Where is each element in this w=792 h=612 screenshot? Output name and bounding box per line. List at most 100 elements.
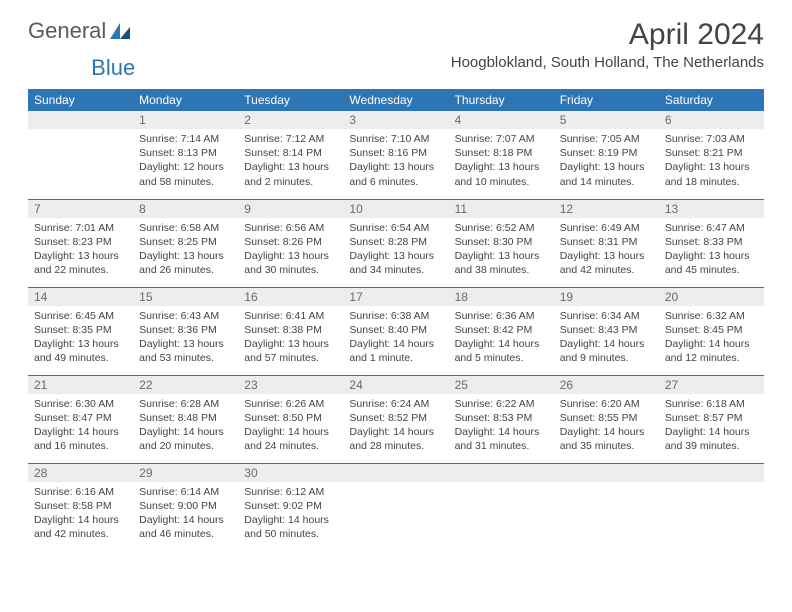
daylight-text: Daylight: 14 hours and 16 minutes. bbox=[34, 425, 127, 453]
day-number: 9 bbox=[238, 200, 343, 218]
day-header: Tuesday bbox=[238, 89, 343, 111]
day-number bbox=[343, 464, 448, 482]
daylight-text: Daylight: 13 hours and 53 minutes. bbox=[139, 337, 232, 365]
day-content: Sunrise: 6:26 AMSunset: 8:50 PMDaylight:… bbox=[238, 394, 343, 460]
daylight-text: Daylight: 14 hours and 39 minutes. bbox=[665, 425, 758, 453]
day-content: Sunrise: 7:07 AMSunset: 8:18 PMDaylight:… bbox=[449, 129, 554, 195]
day-content: Sunrise: 7:03 AMSunset: 8:21 PMDaylight:… bbox=[659, 129, 764, 195]
sunrise-text: Sunrise: 6:58 AM bbox=[139, 221, 232, 235]
day-number: 26 bbox=[554, 376, 659, 394]
sunrise-text: Sunrise: 7:14 AM bbox=[139, 132, 232, 146]
day-number: 16 bbox=[238, 288, 343, 306]
calendar-row: 1Sunrise: 7:14 AMSunset: 8:13 PMDaylight… bbox=[28, 111, 764, 199]
day-content: Sunrise: 7:12 AMSunset: 8:14 PMDaylight:… bbox=[238, 129, 343, 195]
sunset-text: Sunset: 8:36 PM bbox=[139, 323, 232, 337]
sunrise-text: Sunrise: 6:30 AM bbox=[34, 397, 127, 411]
day-content: Sunrise: 6:47 AMSunset: 8:33 PMDaylight:… bbox=[659, 218, 764, 284]
daylight-text: Daylight: 13 hours and 57 minutes. bbox=[244, 337, 337, 365]
sunset-text: Sunset: 8:55 PM bbox=[560, 411, 653, 425]
logo-text2: Blue bbox=[91, 55, 135, 81]
day-header: Wednesday bbox=[343, 89, 448, 111]
day-number bbox=[28, 111, 133, 129]
day-number: 19 bbox=[554, 288, 659, 306]
sunrise-text: Sunrise: 6:16 AM bbox=[34, 485, 127, 499]
calendar-cell bbox=[28, 111, 133, 199]
calendar-cell: 24Sunrise: 6:24 AMSunset: 8:52 PMDayligh… bbox=[343, 375, 448, 463]
sunset-text: Sunset: 8:30 PM bbox=[455, 235, 548, 249]
calendar-cell: 28Sunrise: 6:16 AMSunset: 8:58 PMDayligh… bbox=[28, 463, 133, 551]
sunset-text: Sunset: 8:23 PM bbox=[34, 235, 127, 249]
sunset-text: Sunset: 8:58 PM bbox=[34, 499, 127, 513]
day-content: Sunrise: 6:43 AMSunset: 8:36 PMDaylight:… bbox=[133, 306, 238, 372]
day-content: Sunrise: 7:14 AMSunset: 8:13 PMDaylight:… bbox=[133, 129, 238, 195]
day-content: Sunrise: 6:14 AMSunset: 9:00 PMDaylight:… bbox=[133, 482, 238, 548]
day-number: 22 bbox=[133, 376, 238, 394]
sunrise-text: Sunrise: 6:32 AM bbox=[665, 309, 758, 323]
sunset-text: Sunset: 8:16 PM bbox=[349, 146, 442, 160]
day-number: 25 bbox=[449, 376, 554, 394]
calendar-cell: 18Sunrise: 6:36 AMSunset: 8:42 PMDayligh… bbox=[449, 287, 554, 375]
calendar-cell bbox=[343, 463, 448, 551]
daylight-text: Daylight: 13 hours and 42 minutes. bbox=[560, 249, 653, 277]
sunset-text: Sunset: 8:28 PM bbox=[349, 235, 442, 249]
calendar-cell: 13Sunrise: 6:47 AMSunset: 8:33 PMDayligh… bbox=[659, 199, 764, 287]
daylight-text: Daylight: 13 hours and 30 minutes. bbox=[244, 249, 337, 277]
day-number bbox=[554, 464, 659, 482]
sunset-text: Sunset: 8:35 PM bbox=[34, 323, 127, 337]
day-content: Sunrise: 6:12 AMSunset: 9:02 PMDaylight:… bbox=[238, 482, 343, 548]
sunset-text: Sunset: 8:18 PM bbox=[455, 146, 548, 160]
day-content: Sunrise: 6:45 AMSunset: 8:35 PMDaylight:… bbox=[28, 306, 133, 372]
sunset-text: Sunset: 8:26 PM bbox=[244, 235, 337, 249]
sunset-text: Sunset: 8:45 PM bbox=[665, 323, 758, 337]
day-number: 27 bbox=[659, 376, 764, 394]
calendar-cell: 6Sunrise: 7:03 AMSunset: 8:21 PMDaylight… bbox=[659, 111, 764, 199]
daylight-text: Daylight: 14 hours and 31 minutes. bbox=[455, 425, 548, 453]
daylight-text: Daylight: 13 hours and 2 minutes. bbox=[244, 160, 337, 188]
calendar-table: SundayMondayTuesdayWednesdayThursdayFrid… bbox=[28, 89, 764, 551]
sunrise-text: Sunrise: 6:34 AM bbox=[560, 309, 653, 323]
sunrise-text: Sunrise: 6:54 AM bbox=[349, 221, 442, 235]
day-number: 3 bbox=[343, 111, 448, 129]
day-content: Sunrise: 6:54 AMSunset: 8:28 PMDaylight:… bbox=[343, 218, 448, 284]
sunset-text: Sunset: 8:47 PM bbox=[34, 411, 127, 425]
day-number: 14 bbox=[28, 288, 133, 306]
daylight-text: Daylight: 13 hours and 26 minutes. bbox=[139, 249, 232, 277]
sunset-text: Sunset: 8:48 PM bbox=[139, 411, 232, 425]
calendar-cell: 20Sunrise: 6:32 AMSunset: 8:45 PMDayligh… bbox=[659, 287, 764, 375]
calendar-cell bbox=[659, 463, 764, 551]
calendar-cell: 7Sunrise: 7:01 AMSunset: 8:23 PMDaylight… bbox=[28, 199, 133, 287]
calendar-cell: 23Sunrise: 6:26 AMSunset: 8:50 PMDayligh… bbox=[238, 375, 343, 463]
sunset-text: Sunset: 8:31 PM bbox=[560, 235, 653, 249]
daylight-text: Daylight: 14 hours and 50 minutes. bbox=[244, 513, 337, 541]
calendar-row: 14Sunrise: 6:45 AMSunset: 8:35 PMDayligh… bbox=[28, 287, 764, 375]
day-content: Sunrise: 6:16 AMSunset: 8:58 PMDaylight:… bbox=[28, 482, 133, 548]
sunset-text: Sunset: 9:00 PM bbox=[139, 499, 232, 513]
day-number: 18 bbox=[449, 288, 554, 306]
calendar-cell: 3Sunrise: 7:10 AMSunset: 8:16 PMDaylight… bbox=[343, 111, 448, 199]
day-number: 29 bbox=[133, 464, 238, 482]
day-number: 1 bbox=[133, 111, 238, 129]
daylight-text: Daylight: 13 hours and 14 minutes. bbox=[560, 160, 653, 188]
calendar-head: SundayMondayTuesdayWednesdayThursdayFrid… bbox=[28, 89, 764, 111]
day-number: 2 bbox=[238, 111, 343, 129]
day-header: Monday bbox=[133, 89, 238, 111]
day-number: 10 bbox=[343, 200, 448, 218]
calendar-cell: 30Sunrise: 6:12 AMSunset: 9:02 PMDayligh… bbox=[238, 463, 343, 551]
day-number: 23 bbox=[238, 376, 343, 394]
sunset-text: Sunset: 8:38 PM bbox=[244, 323, 337, 337]
calendar-cell: 25Sunrise: 6:22 AMSunset: 8:53 PMDayligh… bbox=[449, 375, 554, 463]
sunrise-text: Sunrise: 7:12 AM bbox=[244, 132, 337, 146]
daylight-text: Daylight: 13 hours and 22 minutes. bbox=[34, 249, 127, 277]
calendar-cell: 11Sunrise: 6:52 AMSunset: 8:30 PMDayligh… bbox=[449, 199, 554, 287]
daylight-text: Daylight: 13 hours and 6 minutes. bbox=[349, 160, 442, 188]
daylight-text: Daylight: 13 hours and 38 minutes. bbox=[455, 249, 548, 277]
daylight-text: Daylight: 14 hours and 42 minutes. bbox=[34, 513, 127, 541]
calendar-row: 28Sunrise: 6:16 AMSunset: 8:58 PMDayligh… bbox=[28, 463, 764, 551]
sunrise-text: Sunrise: 7:07 AM bbox=[455, 132, 548, 146]
day-content: Sunrise: 6:18 AMSunset: 8:57 PMDaylight:… bbox=[659, 394, 764, 460]
sunrise-text: Sunrise: 6:47 AM bbox=[665, 221, 758, 235]
sunset-text: Sunset: 8:13 PM bbox=[139, 146, 232, 160]
calendar-cell: 1Sunrise: 7:14 AMSunset: 8:13 PMDaylight… bbox=[133, 111, 238, 199]
day-number: 28 bbox=[28, 464, 133, 482]
sunset-text: Sunset: 8:50 PM bbox=[244, 411, 337, 425]
